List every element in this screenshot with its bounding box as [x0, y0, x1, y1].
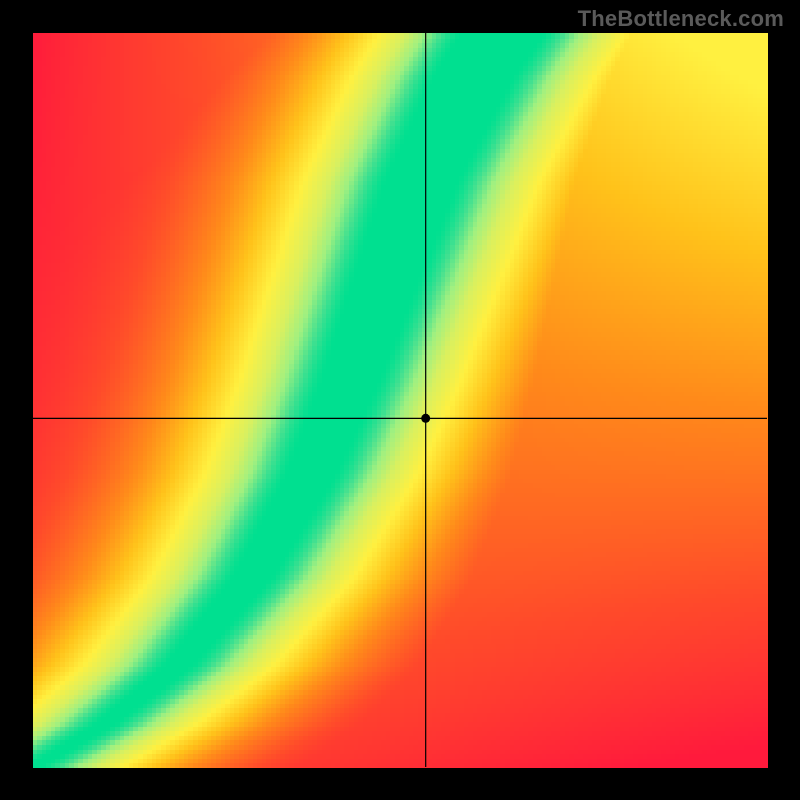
watermark-text: TheBottleneck.com: [578, 6, 784, 32]
chart-container: TheBottleneck.com: [0, 0, 800, 800]
heatmap-canvas: [0, 0, 800, 800]
